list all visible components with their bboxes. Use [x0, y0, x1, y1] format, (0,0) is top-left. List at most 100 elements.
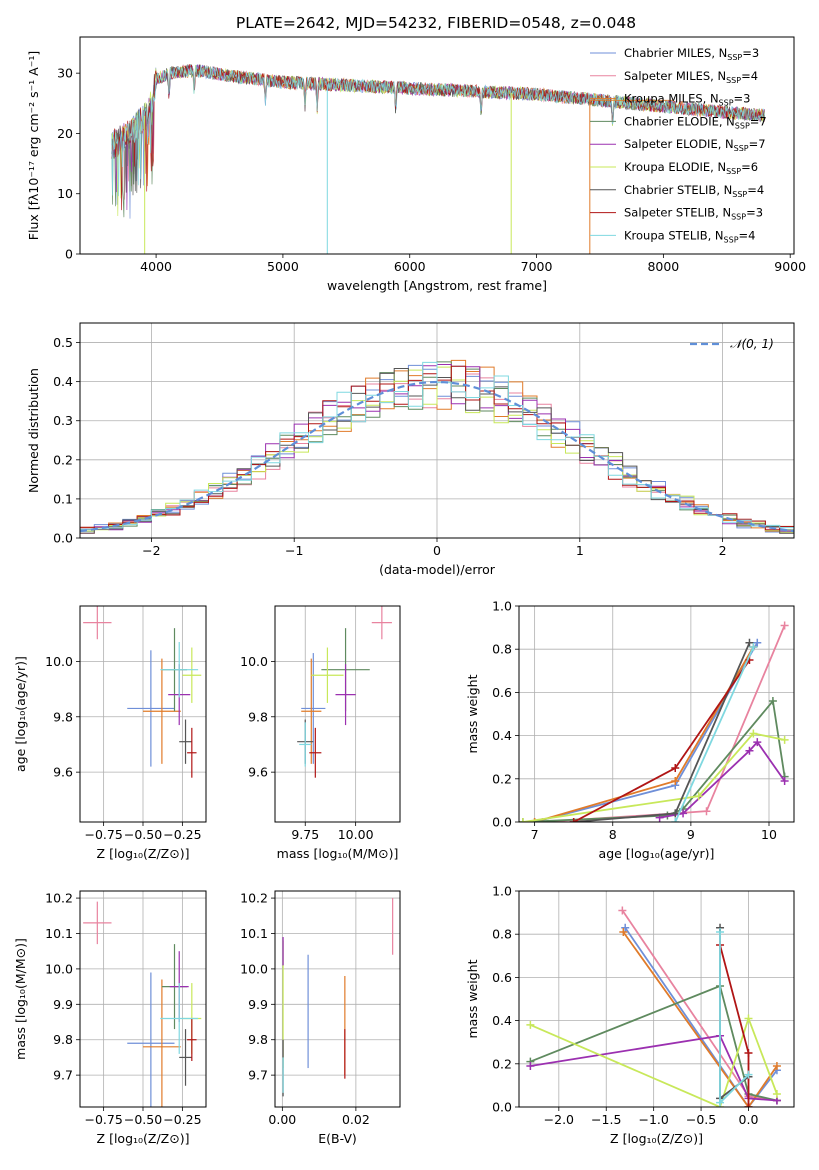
x-tick-label: −0.50	[124, 827, 162, 842]
y-tick-label: 9.6	[248, 765, 268, 780]
legend-subscript: SSP	[735, 121, 750, 130]
weight-marker	[749, 643, 758, 652]
weight_vs_age-panel: 7 8 9 10 0.0 0.2 0.4 0.6 0.8 1.0 age [log₁₀(age/yr…	[465, 599, 795, 861]
x-axis-label: age [log₁₀(age/yr)]	[599, 846, 715, 861]
y-tick-label: 1.0	[492, 599, 512, 614]
weight-marker	[679, 809, 688, 818]
x-tick-label: 10	[761, 827, 777, 842]
weight-line	[624, 927, 778, 1107]
legend-text: Kroupa MILES, N	[624, 92, 719, 106]
y-axis-label: age [log₁₀(age/yr)]	[13, 656, 28, 772]
y-tick-label: 10.2	[45, 891, 73, 906]
weight-marker	[745, 746, 754, 755]
x-tick-label: 9.75	[291, 827, 319, 842]
legend-entry: Kroupa STELIB, NSSP=4	[624, 228, 755, 244]
plot-frame	[79, 36, 795, 255]
legend-entry: Chabrier STELIB, NSSP=4	[624, 183, 764, 199]
mass_vs_ebv-panel: 0.00 0.02 9.7 9.8 9.9 10.0 10.1 10.2 E(B-V)	[240, 890, 401, 1146]
weight-line	[530, 984, 778, 1102]
legend-entry: Chabrier MILES, NSSP=3	[624, 46, 759, 62]
legend-text: Salpeter STELIB, N	[624, 206, 731, 220]
legend-entry: Salpeter STELIB, NSSP=3	[624, 206, 763, 222]
weight-marker	[526, 1020, 535, 1029]
spectrum-line	[111, 64, 765, 211]
plot-frame	[274, 890, 401, 1108]
gaussian-legend-label: 𝒩(0, 1)	[730, 337, 774, 351]
x-tick-label: −2.0	[544, 1112, 574, 1127]
x-axis-label: Z [log₁₀(Z/Z⊙)]	[97, 1131, 190, 1146]
y-tick-label: 0.2	[492, 771, 512, 786]
plot-frame	[518, 890, 795, 1108]
weight-marker	[694, 792, 703, 801]
legend-value: =4	[741, 69, 758, 83]
legend-value: =3	[742, 46, 759, 60]
legend-entry: Kroupa ELODIE, NSSP=6	[624, 160, 758, 176]
y-tick-label: 10.1	[240, 926, 268, 941]
legend-value: =7	[750, 114, 767, 128]
weight-marker	[753, 738, 762, 747]
legend-text: Kroupa STELIB, N	[624, 228, 724, 242]
mass_vs_z-panel: −0.75 −0.50 −0.25 9.7 9.8 9.9 10.0 10.1 10.2 Z [l…	[13, 890, 207, 1146]
y-tick-label: 0.4	[53, 374, 73, 389]
x-tick-label: 7000	[521, 259, 553, 274]
x-tick-label: −0.25	[163, 827, 201, 842]
y-tick-label: 9.6	[53, 765, 73, 780]
y-tick-label: 0.8	[492, 927, 512, 942]
weight-marker	[621, 923, 630, 932]
residuals-panel: −2 −1 0 1 2 0.0 0.1 0.2 0.3 0.4 0.5 (data-model)/er…	[26, 322, 795, 577]
errorbar-points	[83, 901, 202, 1107]
legend-text: Chabrier STELIB, N	[624, 183, 732, 197]
y-tick-label: 10.1	[45, 926, 73, 941]
x-tick-label: −0.75	[84, 827, 122, 842]
x-tick-label: 4000	[140, 259, 172, 274]
weight-marker	[671, 818, 680, 822]
legend-entry: Kroupa MILES, NSSP=3	[624, 92, 750, 108]
y-tick-label: 0	[65, 247, 73, 262]
y-tick-label: 10.2	[240, 891, 268, 906]
x-axis-label: Z [log₁₀(Z/Z⊙)]	[610, 1131, 703, 1146]
x-tick-label: 10.00	[338, 827, 374, 842]
x-tick-label: −1.0	[638, 1112, 668, 1127]
x-tick-label: 2	[719, 543, 727, 558]
y-tick-label: 0.0	[492, 815, 512, 830]
y-tick-label: 0.1	[53, 491, 73, 506]
legend-value: =4	[739, 228, 756, 242]
plot-frame	[274, 605, 401, 823]
plot-frame	[79, 890, 207, 1108]
weight-marker	[530, 818, 539, 822]
y-tick-label: 10.0	[240, 961, 268, 976]
panels: 4000 5000 6000 7000 8000 90000102030wavelengt…	[13, 36, 806, 1146]
weight-marker	[780, 735, 789, 744]
weight-marker	[744, 1049, 753, 1057]
weight-marker	[716, 928, 725, 937]
histograms	[80, 359, 794, 534]
legend-entry: Chabrier ELODIE, NSSP=7	[624, 114, 767, 130]
x-axis-label: Z [log₁₀(Z/Z⊙)]	[97, 846, 190, 861]
weight-marker	[744, 1103, 753, 1107]
gaussian-curve	[80, 380, 794, 533]
x-axis-label: E(B-V)	[318, 1131, 357, 1146]
legend-subscript: SSP	[734, 144, 749, 153]
weight-marker	[780, 621, 789, 630]
legend-value: =6	[741, 160, 758, 174]
legend-subscript: SSP	[727, 53, 742, 62]
x-tick-label: 0.00	[268, 1112, 296, 1127]
weight-line	[530, 1034, 777, 1102]
weight-marker	[671, 809, 680, 818]
y-tick-label: 0.6	[492, 685, 512, 700]
weight-marker	[749, 729, 758, 738]
legend-text: Salpeter ELODIE, N	[624, 137, 734, 151]
weight_vs_z-panel: −2.0 −1.5 −1.0 −0.5 0.0 0.0 0.2 0.4 0.6 0.8 1.0 Z […	[465, 884, 795, 1146]
x-tick-label: 0.0	[739, 1112, 759, 1127]
y-axis-label: Flux [fλ10⁻¹⁷ erg cm⁻² s⁻¹ A⁻¹]	[26, 51, 41, 240]
weight-marker	[619, 928, 628, 937]
x-axis-label: wavelength [Angstrom, rest frame]	[327, 278, 547, 293]
weight-marker	[671, 764, 680, 772]
weight-marker	[744, 1014, 753, 1023]
x-tick-label: 7	[531, 827, 539, 842]
spectrum-lines	[111, 64, 765, 254]
y-tick-label: 10	[57, 186, 73, 201]
weight-marker	[716, 1098, 725, 1107]
